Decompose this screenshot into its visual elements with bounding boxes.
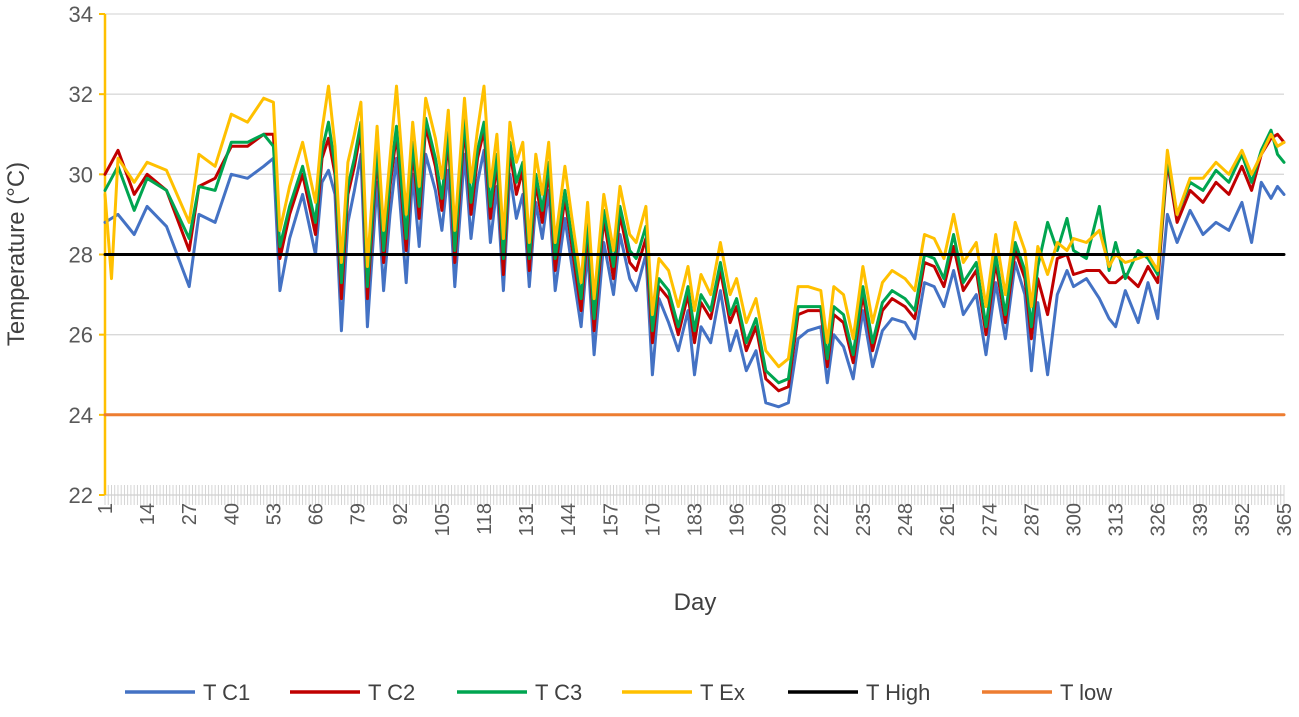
x-tick-label: 92 [390, 503, 412, 525]
legend-item-t-c1: T C1 [125, 680, 250, 705]
x-tick-label: 79 [348, 503, 370, 525]
x-tick-label: 157 [600, 503, 622, 536]
x-tick-label: 66 [306, 503, 328, 525]
legend-label: T low [1060, 680, 1112, 705]
legend: T C1 T C2 T C3 T Ex T High T low [125, 680, 1112, 705]
x-tick-label: 144 [558, 503, 580, 536]
legend-item-t-ex: T Ex [622, 680, 745, 705]
y-tick-labels: 22 24 26 28 30 32 34 [69, 2, 93, 508]
legend-item-t-c3: T C3 [457, 680, 582, 705]
legend-label: T C1 [203, 680, 250, 705]
legend-label: T Ex [700, 680, 745, 705]
y-tick-label: 32 [69, 82, 93, 107]
x-tick-label: 196 [727, 503, 749, 536]
x-tick-label: 105 [432, 503, 454, 536]
x-tick-labels: 1 14 27 40 53 66 79 92 105 118 131 144 157 170 183 196 2… [95, 503, 1296, 536]
x-tick-label: 170 [642, 503, 664, 536]
legend-label: T C2 [368, 680, 415, 705]
y-tick-label: 26 [69, 323, 93, 348]
x-tick-label: 27 [179, 503, 201, 525]
x-tick-label: 352 [1232, 503, 1254, 536]
y-axis-title: Temperature (°C) [3, 162, 30, 346]
x-tick-label: 53 [263, 503, 285, 525]
x-tick-label: 222 [811, 503, 833, 536]
series-line-t-ex [103, 84, 1286, 369]
x-tick-label: 209 [769, 503, 791, 536]
x-tick-label: 261 [937, 503, 959, 536]
series-line-t-c1 [103, 148, 1286, 409]
x-tick-label: 287 [1021, 503, 1043, 536]
series-lines [103, 84, 1286, 417]
x-tick-label: 248 [895, 503, 917, 536]
y-tick-label: 34 [69, 2, 93, 27]
x-tick-label: 1 [95, 503, 117, 514]
x-tick-label: 274 [979, 503, 1001, 536]
legend-label: T High [866, 680, 930, 705]
y-tick-label: 22 [69, 483, 93, 508]
legend-label: T C3 [535, 680, 582, 705]
x-tick-label: 235 [853, 503, 875, 536]
x-tick-label: 131 [516, 503, 538, 536]
y-tick-label: 30 [69, 162, 93, 187]
x-tick-label: 183 [685, 503, 707, 536]
x-tick-label: 14 [137, 503, 159, 525]
x-tick-label: 365 [1274, 503, 1296, 536]
x-axis-title: Day [674, 589, 717, 616]
x-tick-label: 339 [1190, 503, 1212, 536]
legend-item-t-high: T High [788, 680, 930, 705]
legend-item-t-c2: T C2 [290, 680, 415, 705]
x-tick-label: 326 [1148, 503, 1170, 536]
x-tick-label: 300 [1064, 503, 1086, 536]
y-tick-label: 24 [69, 403, 93, 428]
x-tick-label: 40 [221, 503, 243, 525]
legend-item-t-low: T low [982, 680, 1112, 705]
x-tick-label: 118 [474, 503, 496, 535]
x-tick-label: 313 [1106, 503, 1128, 536]
series-line-t-c3 [103, 116, 1286, 385]
y-tick-label: 28 [69, 243, 93, 268]
